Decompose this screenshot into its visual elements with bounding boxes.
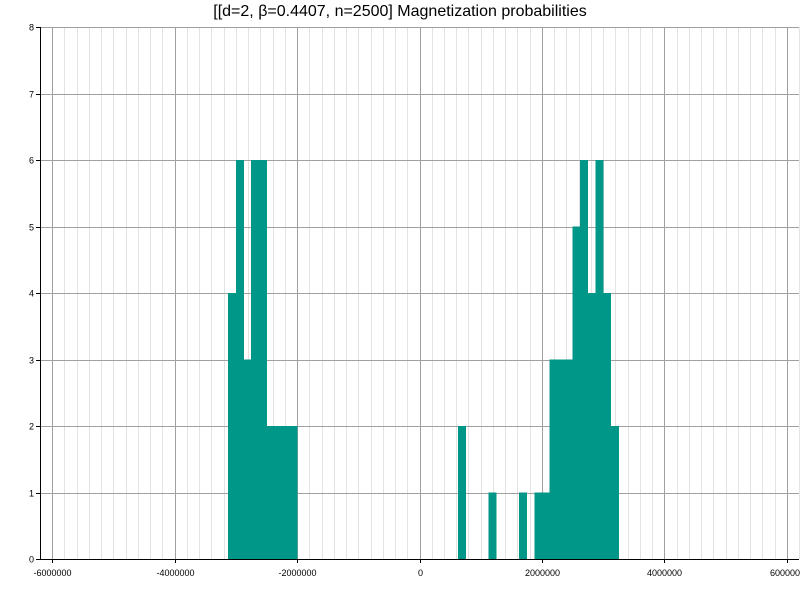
histogram-bar bbox=[549, 359, 558, 559]
y-tick-label: 0 bbox=[29, 555, 34, 565]
histogram-bar bbox=[274, 426, 283, 559]
y-tick-label: 2 bbox=[29, 422, 34, 432]
x-tick-label: 0 bbox=[418, 568, 423, 578]
histogram-bar bbox=[235, 160, 244, 559]
histogram-bar bbox=[572, 226, 581, 559]
y-tick-label: 4 bbox=[29, 289, 34, 299]
histogram-bar bbox=[557, 359, 566, 559]
histogram-bar bbox=[541, 492, 550, 559]
histogram-bar bbox=[534, 492, 543, 559]
y-tick-labels: 0 1 2 3 4 5 6 7 8 bbox=[29, 23, 34, 565]
y-tick-label: 8 bbox=[29, 23, 34, 33]
histogram-bar bbox=[457, 426, 466, 559]
axes bbox=[36, 27, 799, 563]
histogram-bar bbox=[251, 160, 260, 559]
y-tick-label: 6 bbox=[29, 156, 34, 166]
chart-title: [[d=2, β=0.4407, n=2500] Magnetization p… bbox=[213, 3, 587, 20]
x-tick-label: 4000000 bbox=[647, 568, 682, 578]
x-tick-label: 6000000 bbox=[770, 568, 800, 578]
histogram-bar bbox=[518, 492, 528, 559]
y-tick-label: 3 bbox=[29, 356, 34, 366]
y-tick-label: 1 bbox=[29, 489, 34, 499]
histogram-bar bbox=[595, 160, 604, 559]
histogram-bar bbox=[281, 426, 290, 559]
x-tick-label: -2000000 bbox=[278, 568, 316, 578]
histogram-bar bbox=[488, 492, 497, 559]
x-tick-label: 2000000 bbox=[525, 568, 560, 578]
x-tick-labels: -6000000 -4000000 -2000000 0 2000000 4000000 6… bbox=[33, 568, 800, 578]
histogram-bar bbox=[243, 359, 252, 559]
histogram-bar bbox=[564, 359, 573, 559]
histogram-bar bbox=[266, 426, 275, 559]
major-gridlines bbox=[40, 27, 799, 560]
histogram-bar bbox=[587, 293, 596, 559]
histogram-bar bbox=[580, 160, 589, 559]
histogram-bar bbox=[228, 293, 237, 559]
histogram-bar bbox=[610, 426, 619, 559]
x-tick-label: -6000000 bbox=[33, 568, 71, 578]
y-tick-label: 7 bbox=[29, 90, 34, 100]
y-tick-label: 5 bbox=[29, 223, 34, 233]
x-tick-label: -4000000 bbox=[156, 568, 194, 578]
histogram-bar bbox=[603, 293, 612, 559]
histogram-bar bbox=[258, 160, 267, 559]
histogram-bar bbox=[289, 426, 298, 559]
histogram-bars bbox=[228, 160, 619, 559]
